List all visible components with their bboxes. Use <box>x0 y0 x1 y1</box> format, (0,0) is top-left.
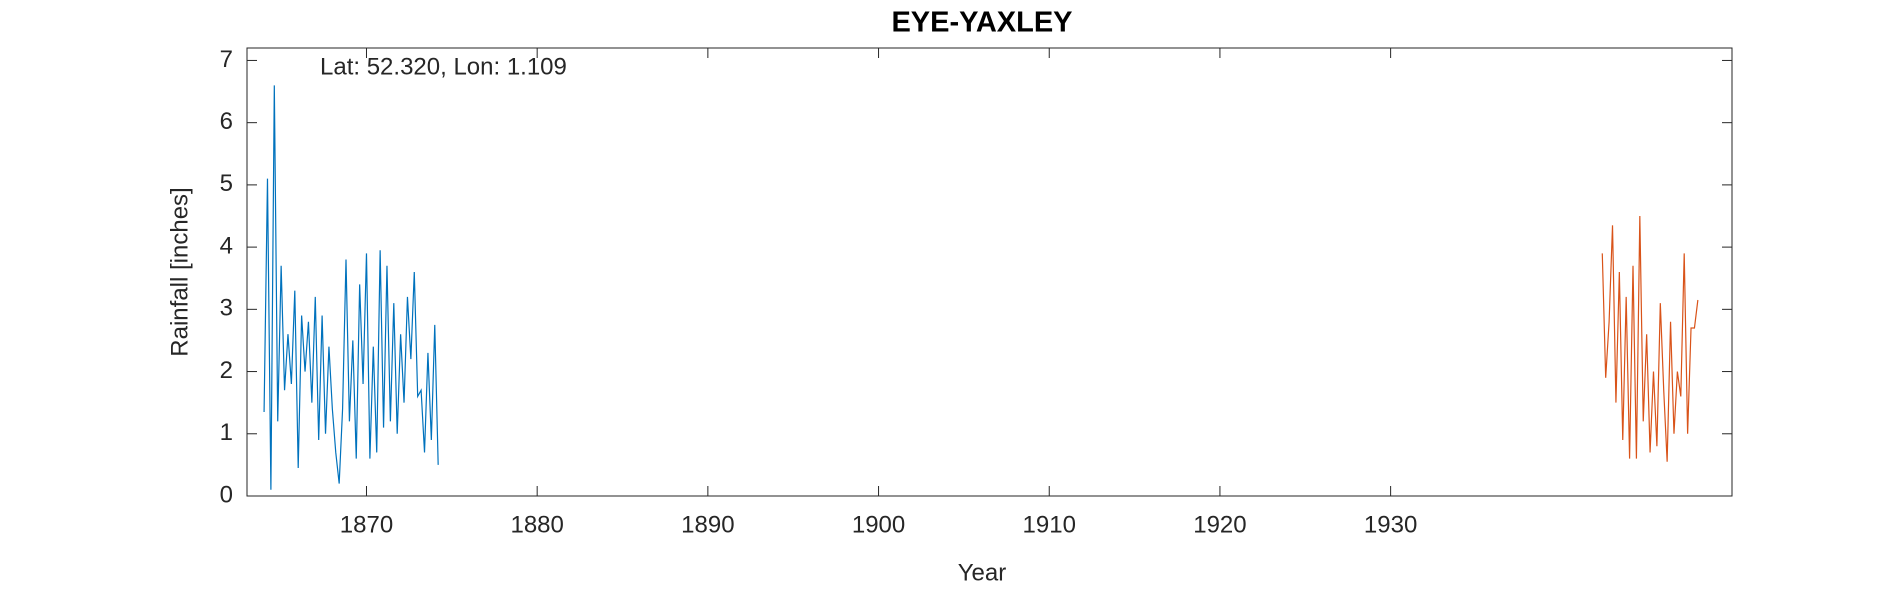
y-tick-label: 0 <box>220 481 233 508</box>
y-tick-label: 1 <box>220 419 233 446</box>
y-tick-label: 3 <box>220 295 233 322</box>
x-tick-label: 1880 <box>510 511 563 538</box>
x-tick-label: 1920 <box>1193 511 1246 538</box>
annotation: Lat: 52.320, Lon: 1.109 <box>320 53 567 80</box>
x-tick-label: 1910 <box>1023 511 1076 538</box>
x-tick-label: 1870 <box>340 511 393 538</box>
y-tick-label: 5 <box>220 170 233 197</box>
chart-title: EYE-YAXLEY <box>891 7 1072 39</box>
x-tick-label: 1900 <box>852 511 905 538</box>
plot-box <box>246 47 1733 497</box>
data-line <box>1601 215 1699 462</box>
x-tick-label: 1890 <box>681 511 734 538</box>
y-tick-label: 2 <box>220 357 233 384</box>
x-tick-label: 1930 <box>1364 511 1417 538</box>
y-tick-label: 7 <box>220 46 233 73</box>
y-tick-label: 4 <box>220 232 233 259</box>
x-axis-label: Year <box>958 559 1007 586</box>
y-axis-label: Rainfall [inches] <box>166 187 193 356</box>
y-tick-label: 6 <box>220 108 233 135</box>
data-line <box>263 85 439 490</box>
